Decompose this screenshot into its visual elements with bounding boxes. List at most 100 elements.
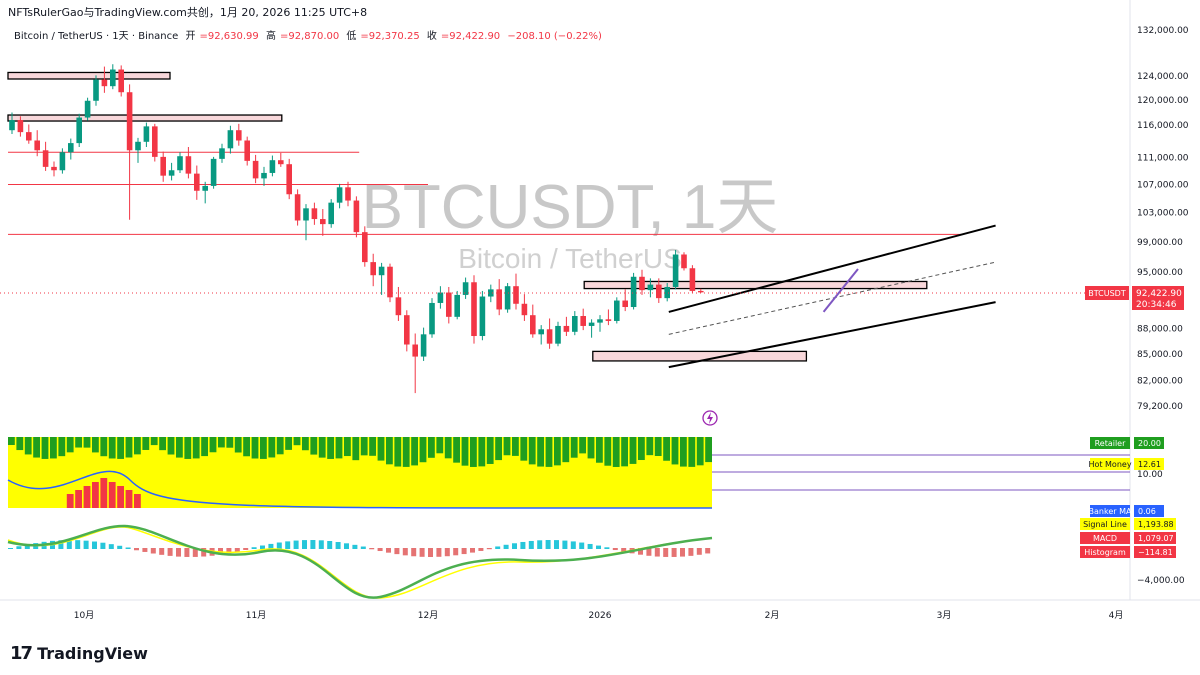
close-value: =92,422.90 (440, 31, 501, 42)
macd-histogram-bar (327, 541, 333, 549)
candle-body (185, 156, 192, 174)
macd-histogram-bar (302, 540, 307, 549)
retailer-bar (8, 437, 15, 445)
macd-histogram-bar (251, 547, 257, 549)
candle-body (546, 329, 553, 344)
macd-histogram-bar (226, 548, 232, 554)
macd-histogram-bar (495, 546, 501, 549)
price-tick-label: 79,200.00 (1137, 402, 1183, 412)
candle-body (34, 140, 40, 151)
candle-body (664, 286, 670, 299)
publisher-line: NFTsRulerGao与TradingView.com共创，1月 20, 20… (8, 6, 368, 19)
candle-body (429, 302, 435, 335)
zone-85k (592, 350, 808, 362)
candle-body (622, 300, 628, 308)
macd-indicator-pane (7, 524, 713, 599)
candle-body (446, 292, 452, 317)
banker-bar (75, 490, 82, 508)
macd-histogram-bar (243, 548, 249, 550)
macd-histogram-bar (562, 540, 568, 549)
macd-histogram-bar (705, 548, 711, 554)
macd-histogram-bar (520, 541, 526, 549)
macd-histogram-bar (268, 543, 274, 549)
zone-117k (7, 114, 283, 122)
retailer-bar (243, 437, 250, 457)
candle-body (93, 79, 99, 101)
ohlc-legend[interactable]: Bitcoin / TetherUS · 1天 · Binance 开 =92,6… (14, 27, 606, 42)
retailer-bar (520, 437, 528, 461)
retailer-bar (251, 437, 259, 459)
candlestick-series (9, 64, 704, 394)
retailer-bar (705, 437, 712, 463)
candle-body (479, 296, 486, 337)
candle-body (17, 120, 24, 133)
candle-body (59, 152, 66, 171)
retailer-bar (201, 437, 208, 457)
time-tick-label: 2026 (589, 611, 612, 621)
retailer-bar (638, 437, 645, 461)
macd-histogram-bar (134, 548, 139, 551)
macd-histogram-bar (192, 548, 198, 557)
price-axis[interactable]: 79,200.00 82,000.00 85,000.00 88,000.00 95,0… (1137, 26, 1189, 412)
retailer-bar (176, 437, 183, 458)
banker-bar (108, 482, 116, 508)
candle-body (244, 140, 250, 161)
retailer-bar (226, 437, 234, 448)
macd-value: −114.81 (1138, 548, 1173, 557)
retailer-bar (554, 437, 561, 466)
candle-body (630, 276, 637, 308)
macd-histogram-bar (596, 545, 601, 549)
macd-histogram-bar (66, 540, 72, 549)
macd-histogram-bar (570, 541, 576, 549)
retailer-bar (302, 437, 309, 451)
tradingview-logo[interactable]: 17 TradingView (10, 643, 148, 664)
macd-histogram-bar (176, 548, 181, 557)
macd-histogram-bar (58, 540, 64, 549)
retailer-bar (369, 437, 376, 456)
macd-histogram-bar (554, 540, 559, 549)
macd-histogram-bar (352, 544, 358, 549)
macd-histogram-bar (503, 544, 509, 549)
macd-histogram-bar (75, 540, 81, 549)
retailer-bar (16, 437, 24, 451)
retailer-bar (142, 437, 150, 450)
lightning-icon[interactable] (702, 410, 718, 426)
candle-body (311, 208, 318, 220)
retailer-bar (386, 437, 393, 465)
symbol-tag-label: BTCUSDT (1088, 289, 1126, 298)
macd-histogram-bar (201, 548, 207, 557)
time-tick-label: 12月 (418, 610, 438, 621)
indicator-name: Retailer (1095, 439, 1127, 448)
macd-histogram-bar (663, 548, 669, 557)
candle-body (689, 268, 696, 291)
time-axis[interactable]: 10月 11月 12月 2026 2月 3月 4月 (74, 610, 1124, 621)
retailer-bar (612, 437, 620, 467)
candle-body (647, 284, 654, 291)
candle-body (370, 262, 376, 276)
open-value: =92,630.99 (199, 31, 259, 42)
high-label: 高 (265, 31, 276, 42)
retailer-bar (579, 437, 586, 454)
candle-body (202, 185, 208, 191)
macd-histogram-bar (696, 548, 702, 555)
retailer-bar (436, 437, 444, 454)
macd-indicator-labels: Signal Line 1,193.88 MACD 1,079.07 Histogram… (1080, 518, 1185, 586)
retailer-bar (66, 437, 74, 453)
retailer-bar (478, 437, 486, 467)
candle-body (303, 208, 309, 221)
banker-bar (125, 490, 133, 508)
candle-body (530, 315, 536, 335)
candle-body (294, 194, 301, 221)
candle-body (177, 156, 183, 171)
low-value: =92,370.25 (360, 31, 420, 42)
macd-histogram-bar (428, 548, 433, 557)
candle-body (320, 219, 326, 225)
zone-124k (7, 71, 171, 80)
macd-histogram-bar (402, 548, 408, 556)
candle-body (378, 266, 385, 276)
signal-line (7, 526, 713, 599)
candle-body (126, 92, 133, 151)
macd-histogram-bar (16, 546, 22, 549)
candle-body (345, 187, 351, 201)
